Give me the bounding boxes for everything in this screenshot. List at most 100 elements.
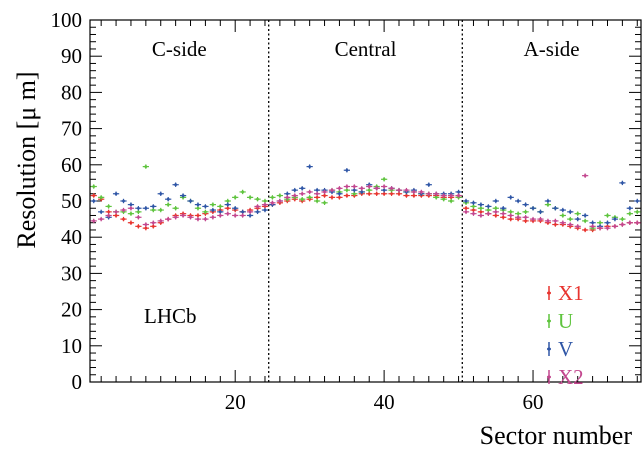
data-point <box>515 198 522 204</box>
data-point <box>254 204 261 209</box>
data-point-marker <box>107 205 111 208</box>
data-point <box>306 189 313 195</box>
data-point <box>604 220 611 225</box>
data-point-marker <box>338 195 341 199</box>
data-point <box>202 209 209 215</box>
data-point <box>485 204 492 209</box>
data-point-marker <box>382 188 386 192</box>
data-point <box>224 211 231 216</box>
data-point-marker <box>300 192 304 196</box>
data-point-marker <box>352 185 356 188</box>
data-marks <box>90 164 641 233</box>
data-point-marker <box>531 206 535 210</box>
data-point-marker <box>516 199 520 203</box>
axes: 0 10 20 30 40 50 60 70 80 90 100 20 40 60 <box>51 8 641 414</box>
data-point-marker <box>412 190 416 194</box>
data-point <box>172 182 179 187</box>
data-point-marker <box>248 214 252 217</box>
legend: X1 UV X2 <box>547 281 584 389</box>
data-point <box>477 213 485 218</box>
data-point <box>276 193 283 198</box>
data-point <box>544 198 552 204</box>
data-point <box>217 209 224 215</box>
data-point-marker <box>442 197 446 201</box>
data-point-marker <box>494 199 498 203</box>
data-point-marker <box>241 210 245 214</box>
data-point <box>135 224 142 229</box>
data-point <box>507 213 514 218</box>
data-point <box>105 204 112 209</box>
data-point-marker <box>196 217 200 221</box>
data-point-marker <box>457 194 460 197</box>
data-point-marker <box>635 199 639 203</box>
y-tick-label: 90 <box>61 44 82 68</box>
data-point <box>224 202 231 207</box>
data-point-marker <box>285 192 289 196</box>
data-point <box>522 202 529 207</box>
data-point <box>254 196 261 202</box>
data-point-marker <box>546 203 550 207</box>
data-point <box>343 193 351 198</box>
data-point-marker <box>92 199 96 203</box>
data-point-marker <box>628 206 632 210</box>
data-point <box>425 182 432 187</box>
data-point-marker <box>606 221 609 225</box>
data-point <box>246 195 254 200</box>
y-tick-label: 10 <box>61 334 82 358</box>
data-point <box>98 209 105 215</box>
data-point <box>448 193 455 198</box>
data-point <box>90 198 97 204</box>
data-point <box>157 218 164 224</box>
data-point-marker <box>479 210 483 214</box>
data-point-marker <box>464 210 468 214</box>
data-point-marker <box>233 195 237 199</box>
data-point-marker <box>196 203 200 207</box>
data-point <box>187 198 194 204</box>
data-point-marker <box>434 195 438 199</box>
data-point-marker <box>382 192 386 196</box>
data-point <box>582 213 589 218</box>
data-point <box>403 187 410 193</box>
data-point-marker <box>501 206 505 210</box>
data-point-marker <box>583 214 587 217</box>
data-point-marker <box>494 210 498 214</box>
data-point-marker <box>323 194 326 197</box>
data-point <box>254 209 261 215</box>
data-point <box>380 184 388 189</box>
data-point <box>500 211 507 216</box>
data-point-marker <box>427 183 431 187</box>
data-point-marker <box>204 217 207 221</box>
data-point-marker <box>345 188 349 192</box>
data-point-marker <box>233 214 237 217</box>
data-point <box>634 220 641 225</box>
data-point-marker <box>524 210 527 214</box>
data-point-marker <box>278 199 282 203</box>
data-point <box>232 206 239 211</box>
data-point <box>567 209 574 215</box>
data-point-marker <box>293 194 297 197</box>
data-point-marker <box>360 186 364 190</box>
data-point <box>165 216 172 222</box>
data-point-marker <box>263 208 267 212</box>
data-point-marker <box>561 214 565 217</box>
data-point-marker <box>315 199 319 203</box>
data-point-marker <box>516 212 520 216</box>
series-x1 <box>90 191 641 233</box>
data-point-marker <box>189 199 192 203</box>
data-point-marker <box>509 210 513 214</box>
data-point <box>321 189 328 195</box>
data-point-marker <box>479 206 483 210</box>
data-point-marker <box>472 205 475 208</box>
data-point-marker <box>114 210 118 214</box>
y-tick-label: 60 <box>61 153 82 177</box>
data-point-marker <box>136 210 140 214</box>
data-point <box>217 213 224 218</box>
data-point-marker <box>300 186 304 190</box>
data-point-marker <box>486 208 490 212</box>
legend-entry-x1: X1 <box>547 281 584 305</box>
data-point <box>194 202 202 207</box>
data-point-marker <box>539 210 542 214</box>
data-point <box>582 173 589 178</box>
data-point-marker <box>524 219 527 223</box>
data-point <box>425 191 432 196</box>
